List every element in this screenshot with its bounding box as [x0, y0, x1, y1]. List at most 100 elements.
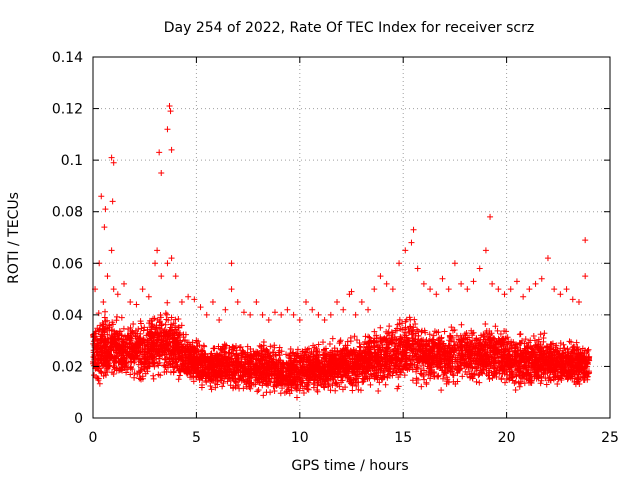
band-point	[473, 367, 480, 374]
band-point	[126, 340, 133, 347]
band-point	[90, 349, 97, 356]
band-point	[353, 375, 360, 382]
band-point	[394, 321, 401, 328]
band-point	[524, 370, 531, 377]
band-point	[241, 361, 248, 368]
band-point	[438, 387, 445, 394]
band-point	[538, 377, 545, 384]
band-point	[461, 362, 468, 369]
band-point	[172, 348, 179, 355]
band-point	[324, 367, 331, 374]
band-point	[402, 362, 409, 369]
band-point	[100, 358, 107, 365]
band-point	[560, 341, 567, 348]
band-point	[150, 360, 157, 367]
band-point	[246, 383, 253, 390]
band-point	[161, 344, 168, 351]
band-point	[368, 337, 375, 344]
band-point	[97, 368, 104, 375]
band-point	[552, 368, 559, 375]
band-point	[247, 385, 254, 392]
band-point	[546, 374, 553, 381]
band-point	[338, 379, 345, 386]
band-point	[355, 386, 362, 393]
band-point	[151, 359, 158, 366]
band-point	[573, 347, 580, 354]
band-point	[137, 368, 144, 375]
band-point	[545, 354, 552, 361]
band-point	[554, 381, 561, 388]
band-point	[357, 387, 364, 394]
band-point	[310, 342, 317, 349]
band-point	[135, 326, 142, 333]
band-point	[166, 336, 173, 343]
band-point	[521, 380, 528, 387]
band-point	[543, 381, 550, 388]
band-point	[375, 387, 382, 394]
band-point	[506, 372, 513, 379]
band-point	[178, 322, 185, 329]
band-point	[230, 372, 237, 379]
band-point	[359, 379, 366, 386]
band-point	[540, 334, 547, 341]
band-point	[303, 383, 310, 390]
band-point	[304, 385, 311, 392]
band-point	[508, 357, 515, 364]
band-point	[103, 366, 110, 373]
band-point	[297, 357, 304, 364]
band-point	[349, 363, 356, 370]
band-point	[156, 355, 163, 362]
band-point	[185, 348, 192, 355]
band-point	[395, 350, 402, 357]
band-point	[386, 364, 393, 371]
band-point	[385, 328, 392, 335]
band-point	[351, 333, 358, 340]
band-point	[176, 372, 183, 379]
band-point	[537, 341, 544, 348]
band-point	[157, 314, 164, 321]
band-point	[528, 345, 535, 352]
band-point	[233, 367, 240, 374]
band-point	[106, 321, 113, 328]
band-point	[108, 352, 115, 359]
band-point	[497, 363, 504, 370]
band-point	[462, 368, 469, 375]
band-point	[269, 349, 276, 356]
band-point	[99, 323, 106, 330]
band-point	[554, 362, 561, 369]
band-point	[300, 390, 307, 397]
band-point	[322, 345, 329, 352]
band-point	[151, 341, 158, 348]
band-point	[386, 323, 393, 330]
band-point	[351, 349, 358, 356]
band-point	[287, 345, 294, 352]
band-point	[530, 332, 537, 339]
band-point	[395, 374, 402, 381]
band-point	[365, 367, 372, 374]
band-point	[486, 376, 493, 383]
band-point	[535, 336, 542, 343]
band-point	[152, 325, 159, 332]
band-point	[471, 351, 478, 358]
band-point	[122, 348, 129, 355]
band-point	[441, 369, 448, 376]
band-point	[289, 381, 296, 388]
band-point	[541, 367, 548, 374]
band-point	[565, 348, 572, 355]
band-point	[297, 364, 304, 371]
band-point	[198, 358, 205, 365]
band-point	[393, 369, 400, 376]
band-point	[457, 360, 464, 367]
band-point	[188, 374, 195, 381]
band-point	[527, 353, 534, 360]
band-point	[170, 338, 177, 345]
band-point	[413, 380, 420, 387]
band-point	[401, 363, 408, 370]
band-point	[226, 349, 233, 356]
band-point	[493, 373, 500, 380]
band-point	[131, 374, 138, 381]
band-point	[482, 321, 489, 328]
band-point	[162, 321, 169, 328]
band-point	[306, 365, 313, 372]
